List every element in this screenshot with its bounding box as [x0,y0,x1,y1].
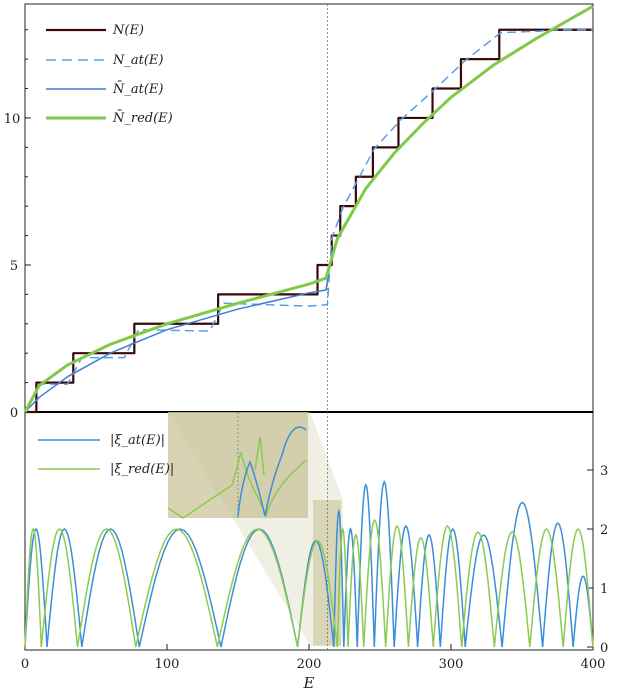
tick-label-top-y-10: 10 [4,112,21,127]
tick-label-bottom-y-0: 0 [600,641,608,656]
inset-series-xi-at [237,426,307,517]
series-line-nate [24,28,593,413]
inset-series [167,412,307,519]
tick-label-x-200: 200 [297,657,322,672]
series-line-nate [24,5,594,413]
tick-label-top-y-0: 0 [10,406,18,421]
bottom-x-tick-labels: 0 100 200 300 400 [21,657,606,672]
legend-top: N(E) N_at(E) N̄_at(E) N̄_red(E) [46,23,173,126]
series-line-nrede [23,4,594,413]
x-axis-label: E [303,674,315,692]
inset-series-xi-red-spike [254,436,265,476]
series-line-rede [24,518,594,648]
legend-label-Nat: N_at(E) [112,53,163,68]
tick-label-x-300: 300 [439,657,464,672]
legend-label-Nbar-red: N̄_red(E) [112,110,173,126]
bottom-panel-series [24,480,594,648]
series-line-ate [24,480,594,648]
top-panel-series [23,4,594,414]
tick-label-bottom-y-1: 1 [600,582,608,597]
top-y-tick-labels: 0 5 10 [4,112,21,421]
series-line-ne [25,28,593,414]
tick-label-bottom-y-3: 3 [600,464,608,479]
legend-bottom: |ξ_at(E)| |ξ_red(E)| [38,433,174,477]
inset-series-xi-red [167,451,307,519]
tick-label-top-y-5: 5 [10,259,18,274]
legend-label-xi-red: |ξ_red(E)| [110,462,174,477]
tick-label-x-100: 100 [155,657,180,672]
legend-label-Nbar-at: N̄_at(E) [112,81,163,97]
tick-label-x-400: 400 [581,657,606,672]
legend-label-xi-at: |ξ_at(E)| [110,433,165,448]
legend-label-N: N(E) [112,23,144,38]
bottom-y-tick-labels: 0 1 2 3 [600,464,608,656]
tick-label-bottom-y-2: 2 [600,523,608,538]
tick-label-x-0: 0 [21,657,29,672]
